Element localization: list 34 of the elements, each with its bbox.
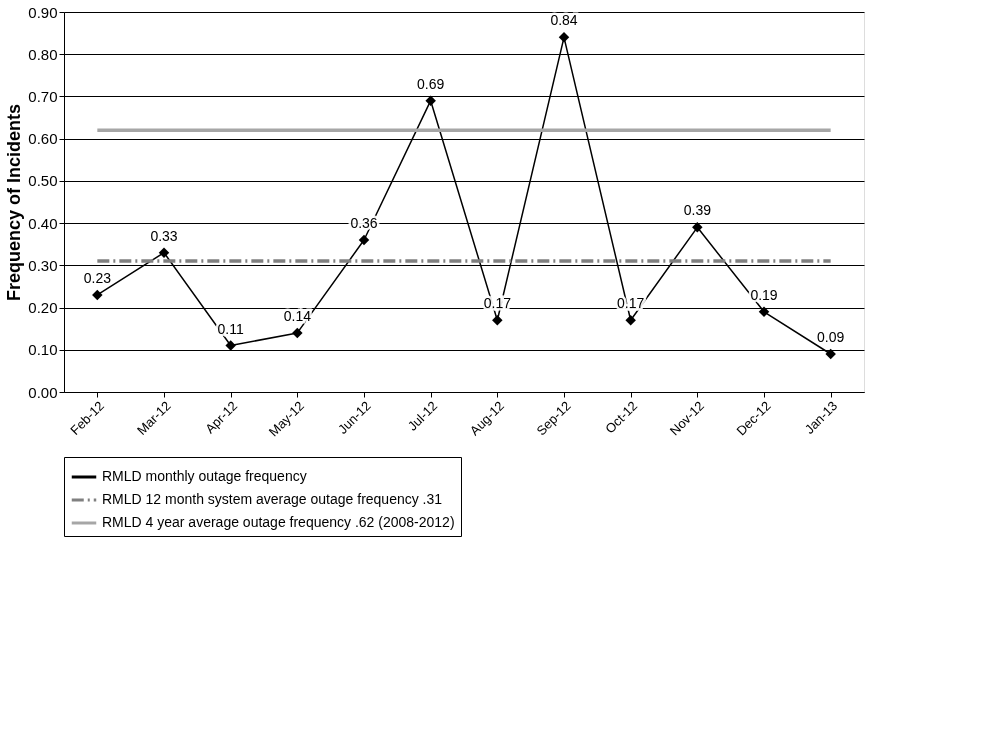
point — [625, 314, 636, 326]
y-tick-label: 0.80 — [28, 45, 58, 63]
point — [758, 306, 770, 318]
legend-label: RMLD monthly outage frequency — [102, 468, 307, 484]
data-label: 0.19 — [750, 286, 778, 303]
data-label: 0.84 — [550, 12, 578, 29]
data-label: 0.23 — [83, 269, 112, 286]
y-tick-label: 0.60 — [28, 130, 58, 148]
point — [692, 222, 703, 233]
data-label: 0.09 — [817, 329, 845, 345]
data-label: 0.39 — [683, 202, 712, 219]
point — [92, 289, 103, 301]
legend-label: RMLD 4 year average outage frequency .62 (2008-2012) — [102, 514, 455, 530]
y-tick-label: 0.00 — [28, 383, 58, 401]
data-label: 0.69 — [417, 75, 445, 92]
point — [358, 234, 370, 246]
legend-label: RMLD 12 month system average outage frequency .31 — [102, 491, 443, 507]
y-tick-label: 0.40 — [28, 214, 58, 232]
point — [158, 247, 170, 258]
y-tick-label: 0.10 — [28, 341, 58, 359]
data-label: 0.33 — [150, 227, 178, 244]
point — [225, 340, 236, 351]
point — [825, 348, 836, 360]
data-label: 0.11 — [217, 320, 244, 337]
y-tick-label: 0.50 — [28, 172, 58, 190]
y-tick-label: 0.30 — [28, 256, 58, 274]
y-tick-label: 0.70 — [28, 87, 58, 105]
point — [425, 95, 436, 106]
y-tick-label: 0.90 — [28, 3, 58, 21]
y-tick-label: 0.20 — [28, 299, 58, 317]
point — [492, 314, 503, 326]
point — [292, 327, 303, 339]
point — [558, 32, 570, 43]
y-axis-title: Frequency of Incidents — [4, 103, 25, 302]
